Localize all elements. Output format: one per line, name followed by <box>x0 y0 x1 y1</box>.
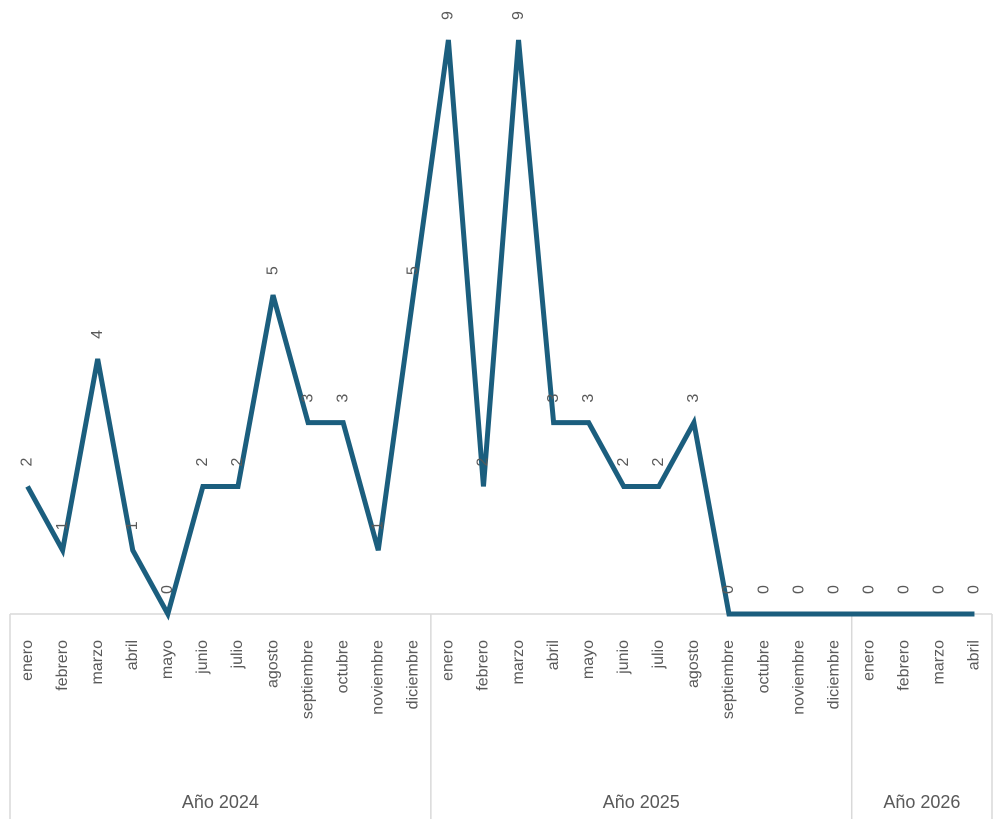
x-tick-label: diciembre <box>405 640 422 709</box>
data-label: 0 <box>720 585 737 594</box>
x-tick-label: febrero <box>54 640 71 691</box>
data-label: 0 <box>896 585 913 594</box>
data-label: 3 <box>685 394 702 403</box>
data-label: 2 <box>194 457 211 466</box>
x-tick-label: marzo <box>89 640 106 685</box>
x-tick-label: agosto <box>264 640 281 688</box>
x-tick-label: diciembre <box>825 640 842 709</box>
x-tick-label: febrero <box>896 640 913 691</box>
group-label: Año 2025 <box>603 792 680 812</box>
data-label: 2 <box>615 457 632 466</box>
x-tick-label: agosto <box>685 640 702 688</box>
data-label: 4 <box>89 330 106 339</box>
x-tick-label: mayo <box>580 640 597 679</box>
data-label: 3 <box>299 394 316 403</box>
x-tick-label: abril <box>545 640 562 670</box>
x-tick-label: julio <box>229 640 246 670</box>
data-label: 0 <box>931 585 948 594</box>
data-label: 3 <box>580 394 597 403</box>
group-label: Año 2026 <box>883 792 960 812</box>
group-label: Año 2024 <box>182 792 259 812</box>
data-label: 2 <box>475 457 492 466</box>
x-tick-label: julio <box>650 640 667 670</box>
data-label: 1 <box>124 521 141 530</box>
data-line <box>25 39 975 621</box>
x-tick-label: octubre <box>755 640 772 693</box>
x-tick-label: marzo <box>510 640 527 685</box>
data-label: 9 <box>510 11 527 20</box>
x-tick-label: junio <box>615 640 632 675</box>
data-label: 2 <box>19 457 36 466</box>
x-tick-label: febrero <box>475 640 492 691</box>
data-label: 5 <box>405 266 422 275</box>
data-label: 1 <box>54 521 71 530</box>
x-tick-label: noviembre <box>790 640 807 715</box>
x-tick-label: mayo <box>159 640 176 679</box>
x-tick-label: marzo <box>931 640 948 685</box>
data-label: 0 <box>755 585 772 594</box>
x-tick-label: septiembre <box>720 640 737 719</box>
data-label: 3 <box>334 394 351 403</box>
x-tick-label: abril <box>966 640 983 670</box>
x-tick-label: enero <box>440 640 457 681</box>
data-label: 0 <box>860 585 877 594</box>
data-label: 2 <box>229 457 246 466</box>
x-tick-label: octubre <box>334 640 351 693</box>
x-tick-label: enero <box>19 640 36 681</box>
data-label: 2 <box>650 457 667 466</box>
data-label: 9 <box>440 11 457 20</box>
data-label: 0 <box>966 585 983 594</box>
x-tick-label: septiembre <box>299 640 316 719</box>
data-label: 5 <box>264 266 281 275</box>
data-label: 0 <box>159 585 176 594</box>
data-label: 3 <box>545 394 562 403</box>
x-tick-label: junio <box>194 640 211 675</box>
x-tick-label: abril <box>124 640 141 670</box>
x-tick-label: noviembre <box>369 640 386 715</box>
x-tick-label: enero <box>860 640 877 681</box>
data-label: 1 <box>369 521 386 530</box>
data-label: 0 <box>825 585 842 594</box>
data-label: 0 <box>790 585 807 594</box>
